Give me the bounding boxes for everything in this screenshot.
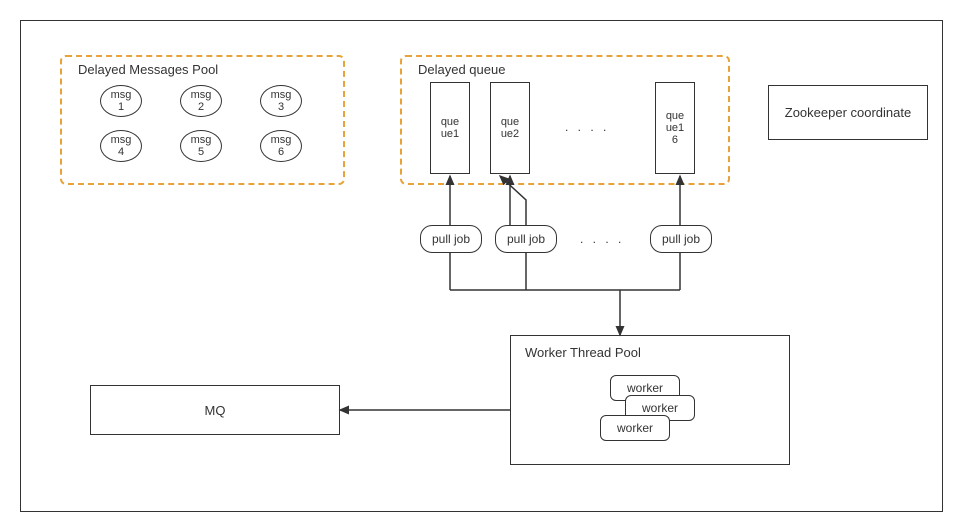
queue-ellipsis: . . . . <box>565 120 609 134</box>
pulljob-ellipsis: . . . . <box>580 232 624 246</box>
queue-rect: queue1 <box>430 82 470 174</box>
mq-box: MQ <box>90 385 340 435</box>
msg-oval: msg1 <box>100 85 142 117</box>
pull-job-pill: pull job <box>420 225 482 253</box>
msg-oval: msg5 <box>180 130 222 162</box>
worker-thread-pool-title: Worker Thread Pool <box>525 345 641 360</box>
pull-job-pill: pull job <box>495 225 557 253</box>
delayed-queue-title: Delayed queue <box>418 62 505 77</box>
diagram-canvas: Delayed Messages Pool msg1 msg2 msg3 msg4 ms… <box>0 0 963 532</box>
queue-rect: queue16 <box>655 82 695 174</box>
worker-chip: worker <box>600 415 670 441</box>
msg-oval: msg2 <box>180 85 222 117</box>
delayed-messages-pool-title: Delayed Messages Pool <box>78 62 218 77</box>
msg-oval: msg6 <box>260 130 302 162</box>
zookeeper-box: Zookeeper coordinate <box>768 85 928 140</box>
pull-job-pill: pull job <box>650 225 712 253</box>
queue-rect: queue2 <box>490 82 530 174</box>
msg-oval: msg3 <box>260 85 302 117</box>
msg-oval: msg4 <box>100 130 142 162</box>
